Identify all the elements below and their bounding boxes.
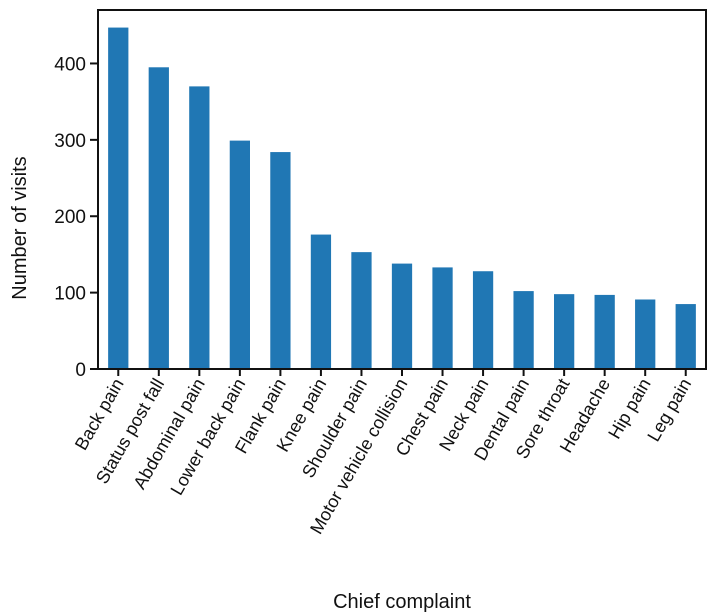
bar — [675, 304, 696, 369]
bar — [229, 140, 250, 369]
x-axis-title: Chief complaint — [333, 591, 471, 613]
y-tick-label: 0 — [75, 360, 86, 381]
bar — [554, 294, 575, 369]
y-tick-label: 400 — [54, 54, 86, 75]
bar — [351, 252, 372, 369]
bar — [270, 152, 291, 369]
bars — [108, 27, 696, 369]
bar — [108, 27, 129, 369]
bar — [635, 299, 656, 369]
bar — [432, 267, 453, 369]
y-tick-label: 100 — [54, 284, 86, 305]
bar — [148, 67, 169, 369]
y-tick-label: 300 — [54, 131, 86, 152]
bar — [391, 263, 413, 369]
y-axis-title: Number of visits — [9, 156, 31, 299]
y-tick-label: 200 — [54, 207, 86, 228]
bar — [472, 271, 494, 369]
bar — [310, 234, 332, 369]
bar — [594, 294, 615, 369]
bar — [189, 86, 210, 369]
y-axis-ticks: 0 100 200 300 400 — [54, 54, 98, 381]
bar — [513, 291, 534, 369]
